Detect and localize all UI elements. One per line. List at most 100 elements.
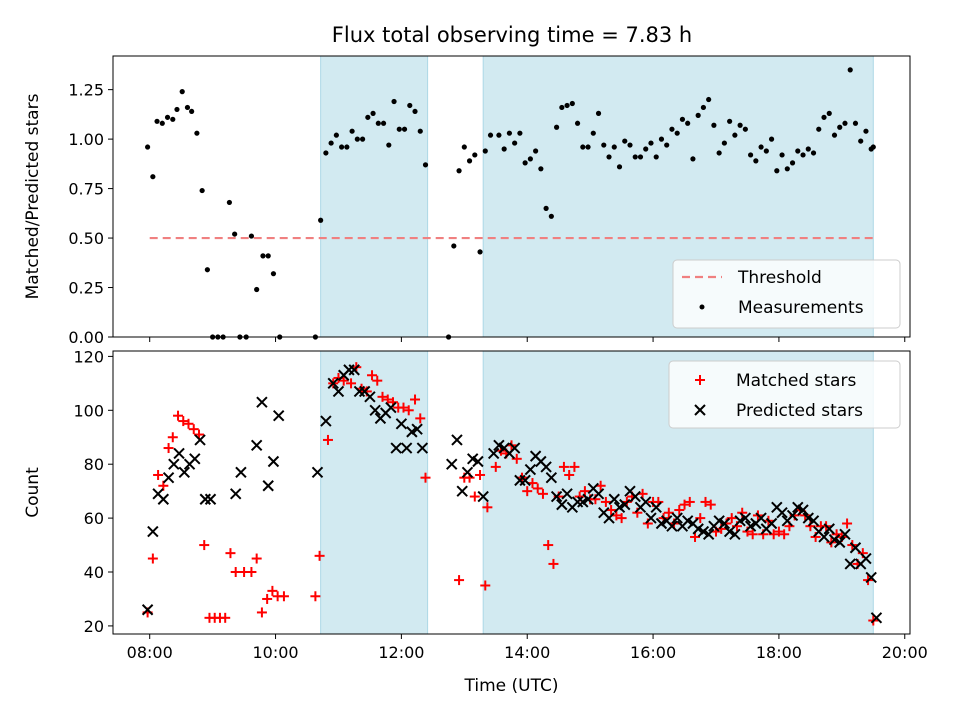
measurement-point xyxy=(412,108,418,115)
shaded-region-1 xyxy=(320,55,429,338)
predicted-point xyxy=(550,490,563,503)
y-tick-label-2: 0.25 xyxy=(68,279,104,298)
y-tick-label-4: 0.75 xyxy=(68,180,104,199)
matched-point xyxy=(420,472,431,483)
matched-point xyxy=(377,391,388,402)
measurement-point xyxy=(533,148,539,154)
matched-point xyxy=(278,591,289,602)
measurement-point xyxy=(758,144,764,150)
y-tick-label-6: 1.25 xyxy=(68,81,104,100)
top-y-axis-label: Matched/Predicted stars xyxy=(23,93,43,299)
predicted-point xyxy=(865,571,877,584)
measurement-point xyxy=(487,132,494,138)
matched-point xyxy=(183,418,194,429)
predicted-point xyxy=(524,463,537,476)
top-panel: 0.00 0.25 0.50 0.75 1.00 1.25 Matched/Predict… xyxy=(23,55,911,347)
matched-point xyxy=(415,413,426,424)
predicted-point xyxy=(545,471,558,484)
x-tick-label-5: 16:00 xyxy=(630,643,676,662)
measurement-point xyxy=(685,120,691,126)
predicted-point xyxy=(446,458,458,470)
matched-point xyxy=(543,540,554,551)
matched-point xyxy=(188,424,199,435)
measurement-point xyxy=(179,89,185,95)
predicted-point xyxy=(786,509,799,522)
predicted-point xyxy=(141,604,154,616)
measurement-point xyxy=(795,148,801,154)
legend-predicted-swatch xyxy=(694,404,706,416)
measurement-point xyxy=(380,120,387,126)
predicted-point xyxy=(178,466,191,478)
bottom-panel: 08:00 10:00 12:00 14:00 16:00 18:00 20:00 20 40 6… xyxy=(23,347,928,696)
y-tick-label-2: 40 xyxy=(84,563,104,582)
bottom-y-axis-label: Count xyxy=(23,467,43,518)
matched-point xyxy=(410,394,421,405)
measurement-point xyxy=(174,106,180,113)
predicted-point xyxy=(870,612,883,624)
predicted-point xyxy=(395,418,408,430)
matched-point xyxy=(314,550,325,561)
matched-point xyxy=(684,496,695,507)
measurement-point xyxy=(265,253,271,259)
measurement-point xyxy=(349,128,355,134)
bottom-legend: Matched stars Predicted stars xyxy=(668,360,901,429)
measurement-point xyxy=(199,187,205,194)
measurement-point xyxy=(548,213,554,219)
matched-point xyxy=(403,405,414,416)
measurement-point xyxy=(339,144,345,150)
x-tick-label-4: 14:00 xyxy=(504,643,550,662)
matched-point xyxy=(230,567,241,578)
measurement-point xyxy=(847,67,853,73)
measurement-point xyxy=(354,136,360,142)
legend-matched-swatch xyxy=(695,375,705,385)
predicted-point xyxy=(702,528,715,540)
predicted-point xyxy=(477,490,489,503)
matched-point xyxy=(600,496,611,507)
matched-point xyxy=(167,432,178,443)
y-tick-label-6: 120 xyxy=(73,347,104,366)
measurement-point xyxy=(254,286,260,293)
measurement-point xyxy=(789,160,796,166)
top-measurement-points xyxy=(145,67,876,340)
measurement-point xyxy=(753,158,759,164)
predicted-point xyxy=(332,385,345,398)
shaded-region-1 xyxy=(320,350,429,635)
matched-point xyxy=(262,593,273,604)
matched-point xyxy=(532,483,543,494)
measurement-point xyxy=(742,126,748,132)
measurement-point xyxy=(396,126,402,132)
predicted-point xyxy=(860,552,872,565)
legend-measurement-swatch xyxy=(699,304,705,310)
predicted-point xyxy=(461,466,474,478)
x-tick-label-6: 18:00 xyxy=(756,643,802,662)
measurement-point xyxy=(184,104,191,111)
measurement-point xyxy=(194,130,200,136)
measurement-point xyxy=(189,108,195,115)
predicted-point xyxy=(400,442,413,454)
measurement-point xyxy=(669,126,675,132)
bottom-axes: 08:00 10:00 12:00 14:00 16:00 18:00 20:00 20 40 6… xyxy=(73,347,927,662)
top-plot-frame xyxy=(112,55,911,338)
measurement-point xyxy=(858,138,864,144)
predicted-point xyxy=(456,485,468,497)
matched-point xyxy=(153,469,164,480)
measurement-point xyxy=(538,166,544,172)
predicted-point xyxy=(603,512,615,524)
legend-threshold-label: Threshold xyxy=(737,268,822,288)
matched-point xyxy=(842,518,853,529)
top-legend: Threshold Measurements xyxy=(672,259,901,329)
predicted-point xyxy=(729,528,741,540)
predicted-point xyxy=(487,447,500,460)
bottom-predicted-points xyxy=(141,364,883,624)
measurement-point xyxy=(260,253,266,259)
measurement-point xyxy=(145,144,151,150)
matched-point xyxy=(579,486,590,497)
predicted-point xyxy=(844,558,856,570)
predicted-point xyxy=(162,471,175,484)
matched-point xyxy=(475,469,486,480)
matched-point xyxy=(346,378,357,389)
measurement-point xyxy=(768,136,775,142)
matched-point xyxy=(616,513,627,524)
x-tick-label-7: 20:00 xyxy=(882,643,928,662)
measurement-point xyxy=(359,136,366,142)
